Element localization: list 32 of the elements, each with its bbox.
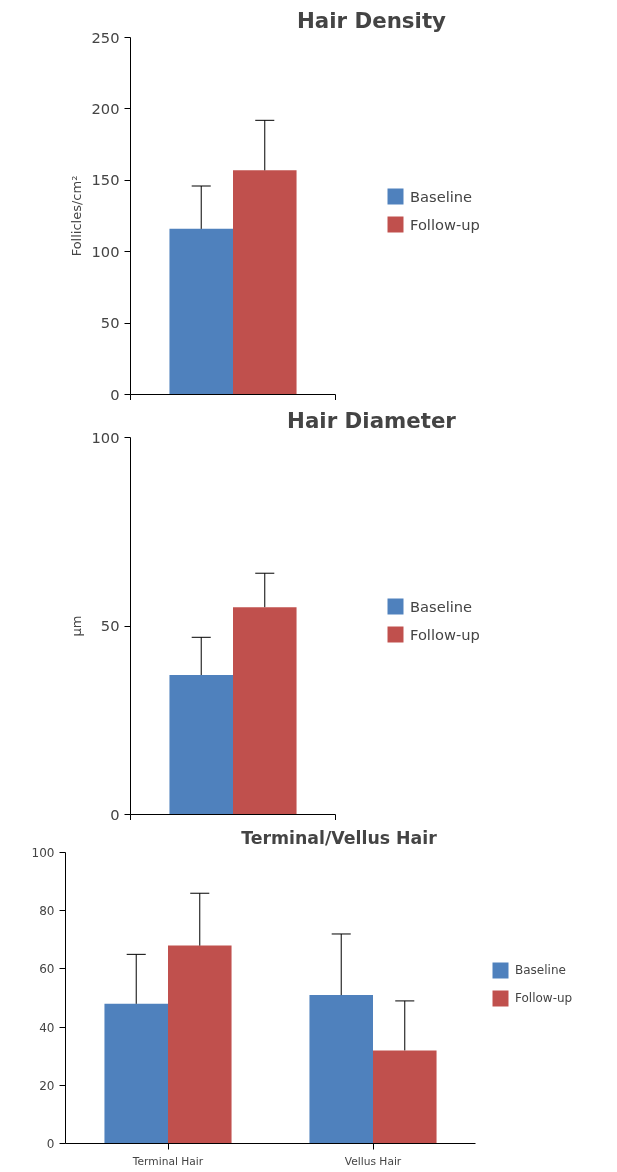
y-tick-label: 40 (39, 1020, 55, 1035)
y-tick-label: 50 (100, 617, 120, 634)
bar (104, 1003, 168, 1144)
y-axis-title: μm (68, 615, 84, 637)
y-tick-label: 80 (39, 904, 55, 919)
legend-label: Baseline (410, 597, 473, 615)
y-tick-label: 0 (46, 1137, 55, 1151)
y-tick-label: 100 (31, 846, 55, 860)
y-tick-label: 100 (91, 242, 120, 260)
y-axis-title: Follicles/cm² (68, 175, 84, 257)
bar (373, 1050, 437, 1144)
y-tick-label: 60 (39, 962, 55, 977)
bar (168, 945, 232, 1144)
y-tick-label: 0 (110, 385, 120, 403)
legend-label: Follow-up (515, 991, 573, 1005)
x-tick-label: Terminal Hair (131, 1154, 204, 1168)
y-tick-label: 100 (91, 428, 120, 446)
y-tick-label: 0 (110, 805, 120, 823)
x-tick-label: Vellus Hair (344, 1154, 402, 1168)
chart-title: Hair Density (297, 7, 447, 33)
y-tick-label: 150 (91, 171, 120, 189)
chart-title: Hair Diameter (287, 407, 457, 433)
bar (309, 995, 373, 1144)
y-tick-label: 50 (100, 314, 120, 332)
chart-title: Terminal/Vellus Hair (241, 827, 438, 848)
legend-label: Baseline (515, 963, 566, 977)
legend-label: Baseline (410, 187, 473, 205)
legend-label: Follow-up (410, 625, 480, 643)
y-tick-label: 200 (91, 99, 120, 117)
y-tick-label: 250 (91, 28, 120, 46)
legend-label: Follow-up (410, 215, 480, 233)
y-tick-label: 20 (39, 1078, 55, 1093)
